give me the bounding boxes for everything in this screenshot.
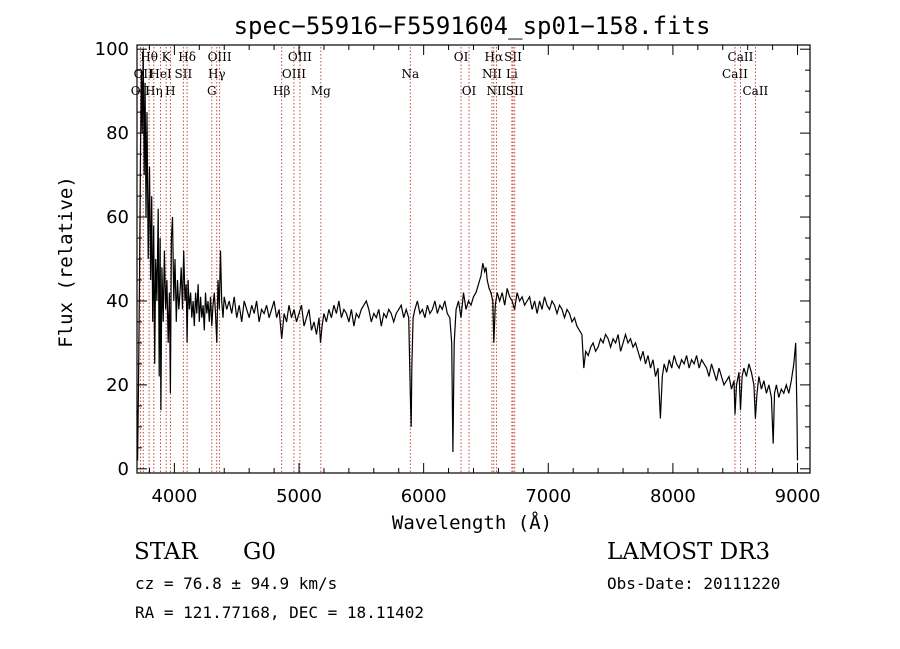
line-marker-label: Na: [401, 67, 419, 81]
line-marker-label: NII: [482, 67, 502, 81]
line-marker-label: Hα: [485, 50, 504, 64]
line-marker-label: Hβ: [273, 84, 290, 98]
y-axis-label: Flux (relative): [55, 176, 77, 348]
line-marker-label: Li: [506, 67, 518, 81]
line-marker-label: OIII: [282, 67, 306, 81]
line-marker-label: OI: [454, 50, 469, 64]
x-tick-label: 4000: [151, 486, 197, 507]
line-marker-label: OIII: [208, 50, 232, 64]
x-tick-label: 5000: [276, 486, 322, 507]
obs-date-text: Obs-Date: 20111220: [607, 574, 781, 593]
line-marker-label: Mg: [311, 84, 331, 98]
line-marker-label: SII: [175, 67, 193, 81]
line-marker-label: NII: [486, 84, 506, 98]
chart-title: spec−55916−F5591604_sp01−158.fits: [234, 12, 711, 40]
y-tick-label: 20: [106, 375, 129, 396]
line-marker-label: SII: [504, 50, 522, 64]
object-subclass: G0: [243, 539, 277, 565]
survey-label: LAMOST DR3: [607, 539, 771, 565]
line-marker-label: CaII: [722, 67, 748, 81]
line-marker-label: HeI: [149, 67, 172, 81]
y-tick-label: 100: [95, 39, 129, 60]
line-marker-label: Hγ: [208, 67, 226, 81]
spectrum-line: [136, 49, 799, 461]
x-tick-label: 7000: [525, 486, 571, 507]
x-axis-label: Wavelength (Å): [392, 511, 552, 534]
y-tick-label: 40: [106, 291, 129, 312]
line-marker-label: K: [162, 50, 172, 64]
line-markers: OIIOIIHθHηHeIKHSIIHδGHγOIIIHβOIIIOIIIMgN…: [131, 47, 769, 473]
line-marker-label: SII: [506, 84, 524, 98]
line-marker-label: Hθ: [140, 50, 158, 64]
x-tick-label: 8000: [650, 486, 696, 507]
y-tick-label: 60: [106, 207, 129, 228]
line-marker-label: OI: [462, 84, 477, 98]
redshift-text: cz = 76.8 ± 94.9 km/s: [135, 574, 338, 593]
line-marker-label: Hδ: [178, 50, 196, 64]
line-marker-label: CaII: [742, 84, 768, 98]
y-tick-label: 0: [118, 459, 129, 480]
y-tick-label: 80: [106, 123, 129, 144]
plot-frame: [136, 44, 811, 474]
line-marker-label: OIII: [288, 50, 312, 64]
line-marker-label: H: [165, 84, 175, 98]
line-marker-label: G: [207, 84, 217, 98]
axis-ticks: 4000 5000 6000 7000 8000 9000 0 20 40 60 80 100: [95, 39, 821, 507]
line-marker-label: CaII: [728, 50, 754, 64]
object-class: STAR: [134, 539, 198, 565]
x-tick-label: 9000: [775, 486, 821, 507]
coords-text: RA = 121.77168, DEC = 18.11402: [135, 603, 424, 622]
x-tick-label: 6000: [401, 486, 447, 507]
line-marker-label: Hη: [145, 84, 163, 98]
